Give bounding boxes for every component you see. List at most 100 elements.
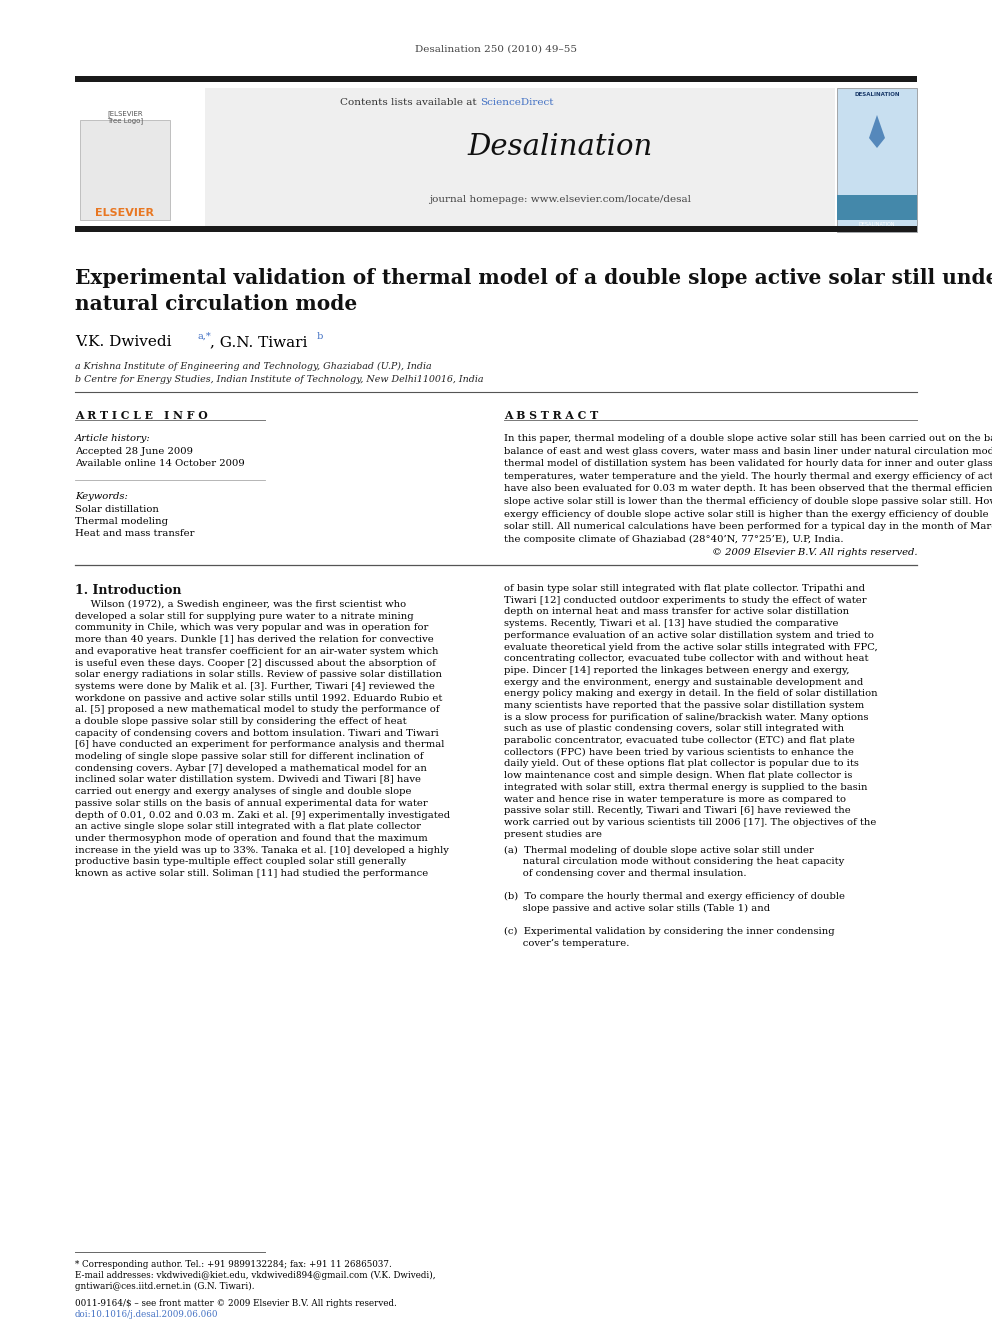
Text: E-mail addresses: vkdwivedi@kiet.edu, vkdwivedi894@gmail.com (V.K. Dwivedi),: E-mail addresses: vkdwivedi@kiet.edu, vk…: [75, 1271, 435, 1281]
Text: developed a solar still for supplying pure water to a nitrate mining: developed a solar still for supplying pu…: [75, 611, 414, 620]
Text: exergy and the environment, energy and sustainable development and: exergy and the environment, energy and s…: [504, 677, 863, 687]
Bar: [75, 226, 917, 232]
Text: natural circulation mode without considering the heat capacity: natural circulation mode without conside…: [504, 857, 844, 867]
Text: capacity of condensing covers and bottom insulation. Tiwari and Tiwari: capacity of condensing covers and bottom…: [75, 729, 438, 738]
Text: thermal model of distillation system has been validated for hourly data for inne: thermal model of distillation system has…: [504, 459, 992, 468]
Text: have also been evaluated for 0.03 m water depth. It has been observed that the t: have also been evaluated for 0.03 m wate…: [504, 484, 992, 493]
Text: productive basin type-multiple effect coupled solar still generally: productive basin type-multiple effect co…: [75, 857, 406, 867]
Text: the composite climate of Ghaziabad (28°40’N, 77°25’E), U.P, India.: the composite climate of Ghaziabad (28°4…: [504, 534, 843, 544]
Text: present studies are: present studies are: [504, 830, 602, 839]
Text: energy policy making and exergy in detail. In the field of solar distillation: energy policy making and exergy in detai…: [504, 689, 878, 699]
Text: increase in the yield was up to 33%. Tanaka et al. [10] developed a highly: increase in the yield was up to 33%. Tan…: [75, 845, 448, 855]
Text: systems were done by Malik et al. [3]. Further, Tiwari [4] reviewed the: systems were done by Malik et al. [3]. F…: [75, 681, 434, 691]
Text: of condensing cover and thermal insulation.: of condensing cover and thermal insulati…: [504, 869, 747, 877]
Text: is a slow process for purification of saline/brackish water. Many options: is a slow process for purification of sa…: [504, 713, 869, 722]
Text: ScienceDirect: ScienceDirect: [480, 98, 554, 107]
Text: slope passive and active solar stills (Table 1) and: slope passive and active solar stills (T…: [504, 904, 770, 913]
Text: 1. Introduction: 1. Introduction: [75, 583, 182, 597]
Text: , G.N. Tiwari: , G.N. Tiwari: [210, 335, 308, 349]
Text: daily yield. Out of these options flat plat collector is popular due to its: daily yield. Out of these options flat p…: [504, 759, 859, 769]
Text: work carried out by various scientists till 2006 [17]. The objectives of the: work carried out by various scientists t…: [504, 818, 876, 827]
Text: integrated with solar still, extra thermal energy is supplied to the basin: integrated with solar still, extra therm…: [504, 783, 867, 792]
Text: parabolic concentrator, evacuated tube collector (ETC) and flat plate: parabolic concentrator, evacuated tube c…: [504, 736, 855, 745]
Bar: [837, 194, 917, 220]
Text: collectors (FPC) have been tried by various scientists to enhance the: collectors (FPC) have been tried by vari…: [504, 747, 854, 757]
Text: [6] have conducted an experiment for performance analysis and thermal: [6] have conducted an experiment for per…: [75, 741, 444, 749]
Text: exergy efficiency of double slope active solar still is higher than the exergy e: exergy efficiency of double slope active…: [504, 509, 992, 519]
Text: solar still. All numerical calculations have been performed for a typical day in: solar still. All numerical calculations …: [504, 523, 992, 532]
Text: many scientists have reported that the passive solar distillation system: many scientists have reported that the p…: [504, 701, 864, 710]
Text: carried out energy and exergy analyses of single and double slope: carried out energy and exergy analyses o…: [75, 787, 412, 796]
Text: DESALINATION: DESALINATION: [854, 93, 900, 97]
Text: ELSEVIER: ELSEVIER: [95, 208, 155, 218]
Text: a double slope passive solar still by considering the effect of heat: a double slope passive solar still by co…: [75, 717, 407, 726]
Text: pipe. Dincer [14] reported the linkages between energy and exergy,: pipe. Dincer [14] reported the linkages …: [504, 665, 849, 675]
Text: Keywords:: Keywords:: [75, 492, 128, 501]
Text: cover’s temperature.: cover’s temperature.: [504, 939, 629, 949]
Bar: [75, 89, 205, 232]
Text: and evaporative heat transfer coefficient for an air-water system which: and evaporative heat transfer coefficien…: [75, 647, 438, 656]
Bar: [75, 75, 917, 82]
Bar: [80, 120, 170, 220]
Text: depth of 0.01, 0.02 and 0.03 m. Zaki et al. [9] experimentally investigated: depth of 0.01, 0.02 and 0.03 m. Zaki et …: [75, 811, 450, 820]
Text: doi:10.1016/j.desal.2009.06.060: doi:10.1016/j.desal.2009.06.060: [75, 1310, 218, 1319]
Text: Tiwari [12] conducted outdoor experiments to study the effect of water: Tiwari [12] conducted outdoor experiment…: [504, 595, 867, 605]
Text: [ELSEVIER
Tree Logo]: [ELSEVIER Tree Logo]: [107, 110, 143, 124]
Text: b Centre for Energy Studies, Indian Institute of Technology, New Delhi110016, In: b Centre for Energy Studies, Indian Inst…: [75, 374, 483, 384]
Text: condensing covers. Aybar [7] developed a mathematical model for an: condensing covers. Aybar [7] developed a…: [75, 763, 427, 773]
Text: Available online 14 October 2009: Available online 14 October 2009: [75, 459, 245, 468]
Text: depth on internal heat and mass transfer for active solar distillation: depth on internal heat and mass transfer…: [504, 607, 849, 617]
Text: systems. Recently, Tiwari et al. [13] have studied the comparative: systems. Recently, Tiwari et al. [13] ha…: [504, 619, 838, 628]
Text: solar energy radiations in solar stills. Review of passive solar distillation: solar energy radiations in solar stills.…: [75, 671, 442, 679]
Bar: [205, 89, 835, 232]
Text: Desalination: Desalination: [467, 134, 653, 161]
Text: known as active solar still. Soliman [11] had studied the performance: known as active solar still. Soliman [11…: [75, 869, 429, 878]
Text: such as use of plastic condensing covers, solar still integrated with: such as use of plastic condensing covers…: [504, 725, 844, 733]
Text: a,*: a,*: [197, 332, 210, 341]
Polygon shape: [869, 115, 885, 148]
Text: Desalination 250 (2010) 49–55: Desalination 250 (2010) 49–55: [415, 45, 577, 54]
Text: Wilson (1972), a Swedish engineer, was the first scientist who: Wilson (1972), a Swedish engineer, was t…: [75, 601, 406, 609]
Text: performance evaluation of an active solar distillation system and tried to: performance evaluation of an active sola…: [504, 631, 874, 640]
Text: water and hence rise in water temperature is more as compared to: water and hence rise in water temperatur…: [504, 795, 846, 803]
Text: balance of east and west glass covers, water mass and basin liner under natural : balance of east and west glass covers, w…: [504, 447, 992, 455]
Text: community in Chile, which was very popular and was in operation for: community in Chile, which was very popul…: [75, 623, 429, 632]
Text: evaluate theoretical yield from the active solar stills integrated with FPC,: evaluate theoretical yield from the acti…: [504, 643, 878, 651]
Text: passive solar stills on the basis of annual experimental data for water: passive solar stills on the basis of ann…: [75, 799, 428, 808]
Text: low maintenance cost and simple design. When flat plate collector is: low maintenance cost and simple design. …: [504, 771, 852, 781]
Text: Article history:: Article history:: [75, 434, 151, 443]
Text: temperatures, water temperature and the yield. The hourly thermal and exergy eff: temperatures, water temperature and the …: [504, 472, 992, 480]
Text: of basin type solar still integrated with flat plate collector. Tripathi and: of basin type solar still integrated wit…: [504, 583, 865, 593]
Text: more than 40 years. Dunkle [1] has derived the relation for convective: more than 40 years. Dunkle [1] has deriv…: [75, 635, 434, 644]
Text: journal homepage: www.elsevier.com/locate/desal: journal homepage: www.elsevier.com/locat…: [429, 194, 691, 204]
Text: inclined solar water distillation system. Dwivedi and Tiwari [8] have: inclined solar water distillation system…: [75, 775, 421, 785]
Text: (c)  Experimental validation by considering the inner condensing: (c) Experimental validation by consideri…: [504, 927, 834, 937]
Text: Heat and mass transfer: Heat and mass transfer: [75, 529, 194, 538]
Text: passive solar still. Recently, Tiwari and Tiwari [6] have reviewed the: passive solar still. Recently, Tiwari an…: [504, 806, 851, 815]
Text: gntiwari@ces.iitd.ernet.in (G.N. Tiwari).: gntiwari@ces.iitd.ernet.in (G.N. Tiwari)…: [75, 1282, 255, 1291]
Text: © 2009 Elsevier B.V. All rights reserved.: © 2009 Elsevier B.V. All rights reserved…: [711, 548, 917, 557]
Text: Thermal modeling: Thermal modeling: [75, 517, 168, 527]
Text: V.K. Dwivedi: V.K. Dwivedi: [75, 335, 172, 349]
Text: A R T I C L E   I N F O: A R T I C L E I N F O: [75, 410, 207, 421]
Text: modeling of single slope passive solar still for different inclination of: modeling of single slope passive solar s…: [75, 751, 424, 761]
Text: slope active solar still is lower than the thermal efficiency of double slope pa: slope active solar still is lower than t…: [504, 497, 992, 505]
Text: b: b: [314, 332, 323, 341]
Text: (b)  To compare the hourly thermal and exergy efficiency of double: (b) To compare the hourly thermal and ex…: [504, 892, 845, 901]
Text: al. [5] proposed a new mathematical model to study the performance of: al. [5] proposed a new mathematical mode…: [75, 705, 439, 714]
Bar: [837, 89, 917, 232]
Text: A B S T R A C T: A B S T R A C T: [504, 410, 598, 421]
Text: Contents lists available at: Contents lists available at: [340, 98, 480, 107]
Text: workdone on passive and active solar stills until 1992. Eduardo Rubio et: workdone on passive and active solar sti…: [75, 693, 442, 703]
Text: DESALINATION: DESALINATION: [859, 222, 895, 228]
Text: Accepted 28 June 2009: Accepted 28 June 2009: [75, 447, 193, 456]
Text: In this paper, thermal modeling of a double slope active solar still has been ca: In this paper, thermal modeling of a dou…: [504, 434, 992, 443]
Text: concentrating collector, evacuated tube collector with and without heat: concentrating collector, evacuated tube …: [504, 654, 869, 663]
Text: Experimental validation of thermal model of a double slope active solar still un: Experimental validation of thermal model…: [75, 269, 992, 314]
Text: a Krishna Institute of Engineering and Technology, Ghaziabad (U.P), India: a Krishna Institute of Engineering and T…: [75, 363, 432, 372]
Text: (a)  Thermal modeling of double slope active solar still under: (a) Thermal modeling of double slope act…: [504, 845, 813, 855]
Text: * Corresponding author. Tel.: +91 9899132284; fax: +91 11 26865037.: * Corresponding author. Tel.: +91 989913…: [75, 1259, 392, 1269]
Text: is useful even these days. Cooper [2] discussed about the absorption of: is useful even these days. Cooper [2] di…: [75, 659, 435, 668]
Text: an active single slope solar still integrated with a flat plate collector: an active single slope solar still integ…: [75, 823, 421, 831]
Text: under thermosyphon mode of operation and found that the maximum: under thermosyphon mode of operation and…: [75, 833, 428, 843]
